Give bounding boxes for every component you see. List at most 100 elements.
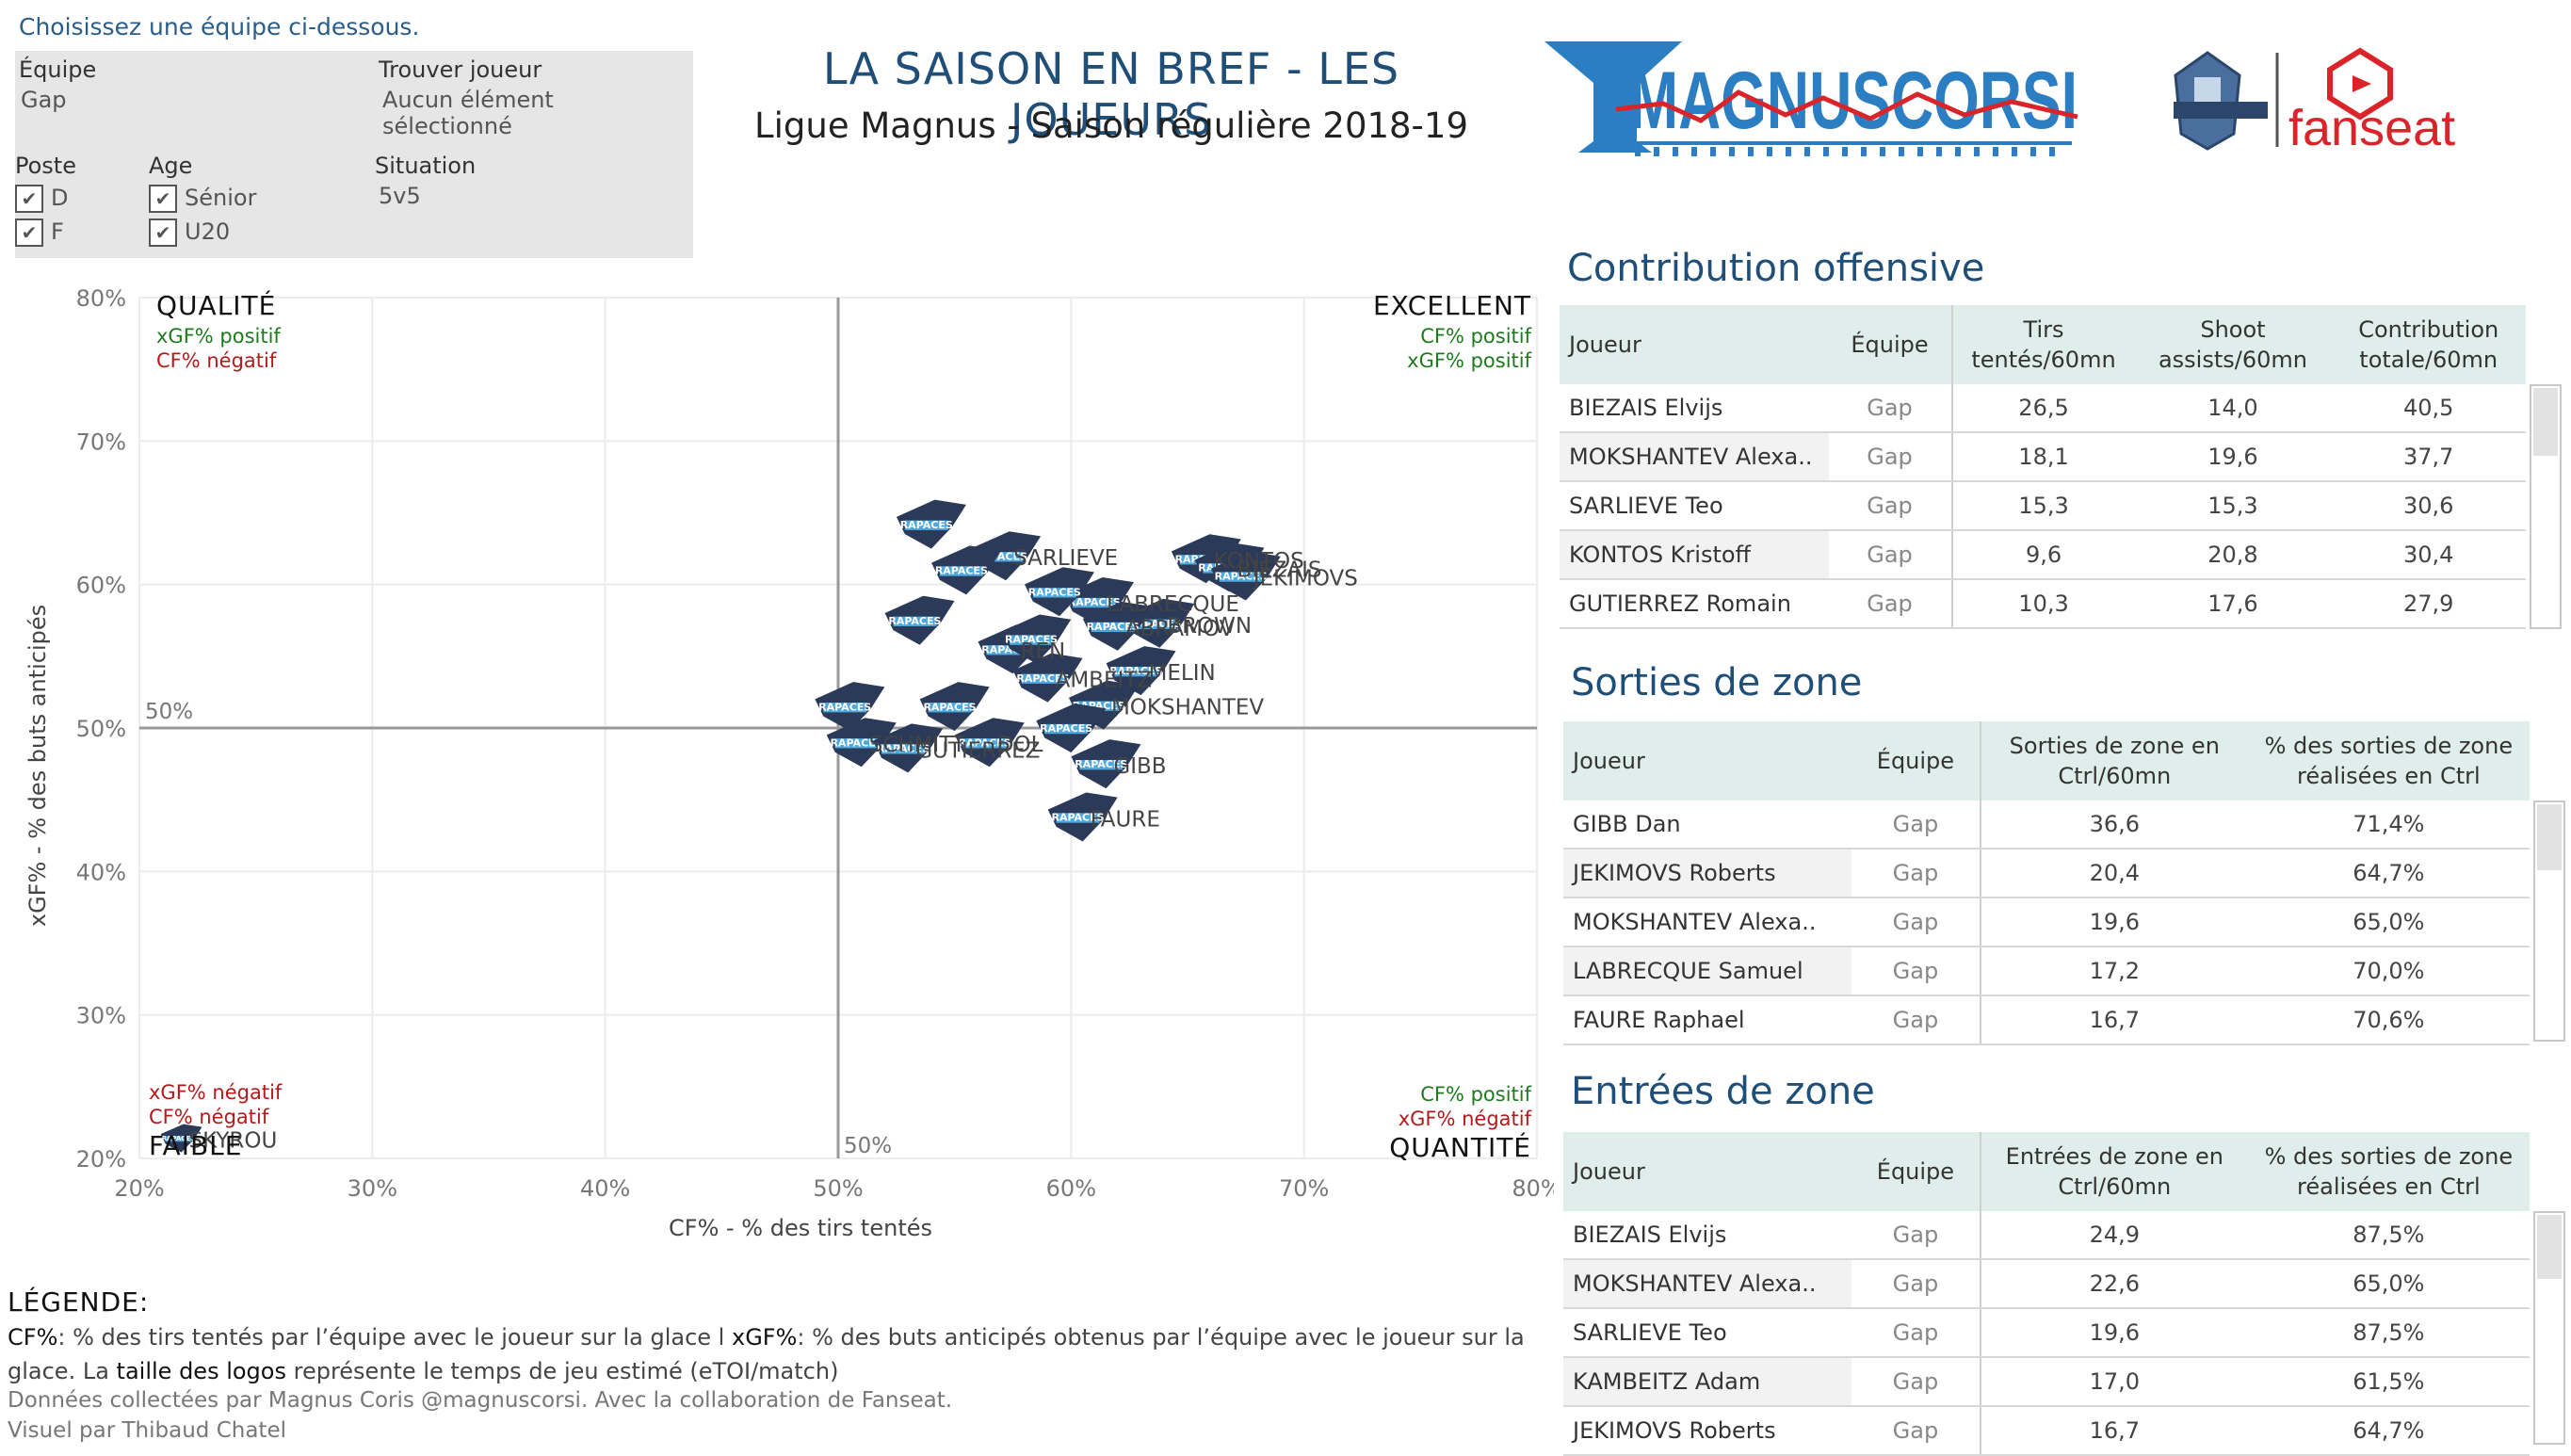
logo-text: RAPACES: [162, 1135, 196, 1142]
team-logo-marker[interactable]: RAPACES: [919, 682, 990, 732]
team-cell: Gap: [1851, 1357, 1981, 1407]
value-cell: 10,3: [1950, 579, 2135, 629]
col-header-exits-pct[interactable]: % des sorties de zone réalisées en Ctrl: [2247, 721, 2530, 801]
zone-exits-table: Joueur Équipe Sorties de zone en Ctrl/60…: [1563, 721, 2530, 1045]
age-option-senior[interactable]: ✔ Sénior: [149, 181, 256, 215]
table-row[interactable]: MOKSHANTEV Alexa.. Gap 19,6 65,0%: [1563, 898, 2530, 947]
team-logo-marker[interactable]: RAPACES: [1106, 646, 1176, 696]
value-cell: 16,7: [1979, 1406, 2248, 1456]
table-row[interactable]: MOKSHANTEV Alexa.. Gap 22,6 65,0%: [1563, 1259, 2530, 1309]
x-tick-label: 80%: [1512, 1175, 1554, 1202]
legend-xgf-text: : % des buts anticipés obtenus par l’équ…: [8, 1324, 1525, 1384]
table-row[interactable]: KAMBEITZ Adam Gap 17,0 61,5%: [1563, 1357, 2530, 1407]
col-header-player[interactable]: Joueur: [1563, 1132, 1851, 1211]
zone-entries-table-scrollbar[interactable]: [2533, 1211, 2565, 1445]
table-row[interactable]: BIEZAIS Elvijs Gap 26,5 14,0 40,5: [1560, 384, 2526, 433]
col-header-team[interactable]: Équipe: [1851, 1132, 1981, 1211]
col-header-team[interactable]: Équipe: [1828, 305, 1952, 384]
value-cell: 24,9: [1979, 1211, 2248, 1260]
table-row[interactable]: GIBB Dan Gap 36,6 71,4%: [1563, 801, 2530, 849]
team-logo-marker[interactable]: RAPACES: [884, 595, 955, 645]
team-logo-marker[interactable]: RAPACES: [1001, 614, 1072, 664]
team-logo-marker[interactable]: RAPACES: [1082, 601, 1153, 651]
value-cell: 20,8: [2134, 530, 2332, 580]
scrollbar-thumb[interactable]: [2533, 388, 2558, 456]
checkbox-checked-icon[interactable]: ✔: [15, 218, 43, 247]
legend-heading: LÉGENDE:: [8, 1286, 150, 1318]
position-option-d[interactable]: ✔ D: [15, 181, 68, 215]
team-logo-marker[interactable]: RAPACES: [896, 499, 966, 549]
checkbox-checked-icon[interactable]: ✔: [149, 185, 177, 213]
table-row[interactable]: JEKIMOVS Roberts Gap 16,7 64,7%: [1563, 1406, 2530, 1456]
team-cell: Gap: [1828, 432, 1952, 482]
quadrant-quality: QUALITÉ xGF% positif CF% négatif: [156, 290, 281, 372]
quadrant-excellent: EXCELLENT CF% positif xGF% positif: [1224, 290, 1531, 372]
table-row[interactable]: FAURE Raphael Gap 16,7 70,6%: [1563, 995, 2530, 1045]
value-cell: 17,0: [1979, 1357, 2248, 1407]
team-logo-marker[interactable]: RAPACES: [873, 723, 944, 773]
team-logo-marker[interactable]: RAPACES: [931, 545, 1002, 595]
quadrant-quality-title: QUALITÉ: [156, 290, 277, 321]
col-header-shots[interactable]: Tirs tentés/60mn: [1950, 305, 2135, 384]
fanseat-logo: fanseat: [2174, 47, 2455, 156]
scrollbar-thumb[interactable]: [2537, 1215, 2562, 1279]
logo-stripe: [1010, 635, 1053, 645]
y-tick-label: 20%: [76, 1146, 126, 1173]
age-option-u20[interactable]: ✔ U20: [149, 215, 256, 249]
quadrant-quality-line1: xGF% positif: [156, 325, 281, 348]
league-shield-icon: [2174, 51, 2268, 151]
table-row[interactable]: BIEZAIS Elvijs Gap 24,9 87,5%: [1563, 1211, 2530, 1260]
situation-filter-select[interactable]: 5v5: [379, 183, 421, 209]
table-row[interactable]: JEKIMOVS Roberts Gap 20,4 64,7%: [1563, 849, 2530, 898]
point-label: MELIN: [1149, 661, 1216, 686]
point-label: SKYROU: [189, 1129, 278, 1154]
col-header-entries-pct[interactable]: % des sorties de zone réalisées en Ctrl: [2247, 1132, 2530, 1211]
position-option-f[interactable]: ✔ F: [15, 215, 68, 249]
team-logo-marker[interactable]: RAPACES: [1024, 567, 1094, 617]
checkbox-checked-icon[interactable]: ✔: [149, 218, 177, 247]
col-header-total-contribution[interactable]: Contribution totale/60mn: [2331, 305, 2526, 384]
legend-cf-term: CF%: [8, 1324, 58, 1351]
checkbox-checked-icon[interactable]: ✔: [15, 185, 43, 213]
magnuscorsi-logo: MAGNUSCORSI: [1544, 41, 2078, 156]
zone-entries-table-body: BIEZAIS Elvijs Gap 24,9 87,5% MOKSHANTEV Ale…: [1563, 1211, 2530, 1456]
value-cell: 37,7: [2331, 432, 2526, 482]
team-logo-marker[interactable]: RAPACES: [1210, 551, 1281, 601]
team-filter-select[interactable]: Gap: [21, 87, 67, 113]
logo-text: RAPACES: [935, 565, 988, 577]
col-header-team[interactable]: Équipe: [1851, 721, 1981, 801]
offensive-table-scrollbar[interactable]: [2530, 384, 2562, 629]
point-label: BROWN: [1167, 614, 1252, 639]
table-row[interactable]: KONTOS Kristoff Gap 9,6 20,8 30,4: [1560, 530, 2526, 580]
quadrant-excellent-line2: xGF% positif: [1407, 349, 1531, 372]
team-logo-marker[interactable]: RAPACES: [1012, 653, 1083, 703]
team-logo-marker[interactable]: RAPACES: [1047, 792, 1118, 842]
age-filter-label: Age: [149, 153, 193, 179]
col-header-shot-assists[interactable]: Shoot assists/60mn: [2134, 305, 2332, 384]
col-header-entries-ctrl[interactable]: Entrées de zone en Ctrl/60mn: [1979, 1132, 2248, 1211]
player-search-select[interactable]: Aucun élément sélectionné: [382, 87, 554, 139]
zone-exits-table-scrollbar[interactable]: [2533, 801, 2565, 1042]
table-row[interactable]: LABRECQUE Samuel Gap 17,2 70,0%: [1563, 946, 2530, 996]
team-logo-marker[interactable]: RAPACES: [815, 682, 885, 732]
col-header-player[interactable]: Joueur: [1563, 721, 1851, 801]
fanseat-wordmark: fanseat: [2288, 100, 2455, 156]
scrollbar-thumb[interactable]: [2537, 804, 2562, 870]
table-row[interactable]: GUTIERREZ Romain Gap 10,3 17,6 27,9: [1560, 579, 2526, 629]
team-logo-marker[interactable]: RAPACES: [954, 718, 1025, 768]
table-row[interactable]: SARLIEVE Teo Gap 15,3 15,3 30,6: [1560, 481, 2526, 531]
team-logo-marker[interactable]: RAPACES: [826, 718, 897, 768]
table-row[interactable]: MOKSHANTEV Alexa.. Gap 18,1 19,6 37,7: [1560, 432, 2526, 482]
team-logo-marker[interactable]: RAPACES: [1036, 704, 1107, 752]
point-label: GIBB: [1113, 754, 1166, 779]
player-name-cell: MOKSHANTEV Alexa..: [1560, 432, 1829, 482]
quadrant-quantity: CF% positif xGF% négatif QUANTITÉ: [1224, 1083, 1531, 1163]
col-header-player[interactable]: Joueur: [1560, 305, 1829, 384]
table-row[interactable]: SARLIEVE Teo Gap 19,6 87,5%: [1563, 1308, 2530, 1358]
team-logo-marker[interactable]: RAPACES: [1071, 739, 1141, 789]
team-logo-marker[interactable]: RAPACES: [160, 1124, 202, 1153]
quadrant-weak-line1: xGF% négatif: [149, 1081, 283, 1104]
logo-stripe: [823, 702, 867, 713]
col-header-exits-ctrl[interactable]: Sorties de zone en Ctrl/60mn: [1979, 721, 2248, 801]
legend-xgf-term: xGF%: [731, 1324, 798, 1351]
